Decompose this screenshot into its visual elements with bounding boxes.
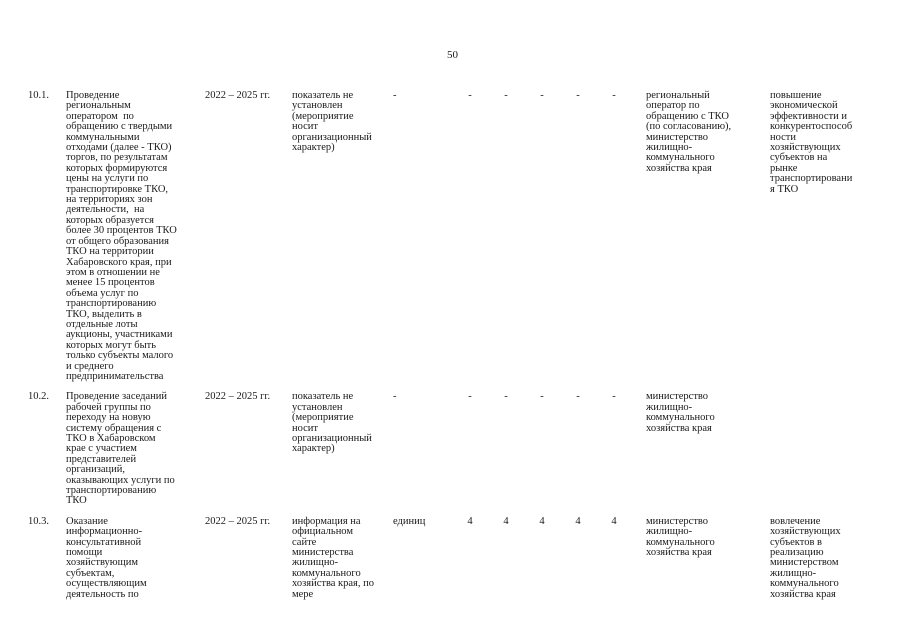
unit-cell: -	[393, 90, 397, 101]
indicator-cell: информация на официальном сайте министер…	[292, 515, 375, 600]
value-cell: -	[468, 90, 472, 101]
activity-cell: Оказание информационно- консультативной …	[66, 515, 147, 600]
value-cell: -	[612, 391, 616, 403]
value-cell: -	[540, 391, 544, 403]
value-cell: 4	[503, 515, 509, 527]
table-row: 10.1. Проведение региональным оператором…	[28, 90, 902, 382]
value-cell: 4	[611, 515, 617, 527]
value-cell: -	[576, 90, 580, 101]
indicator-cell: показатель не установлен (мероприятие но…	[292, 391, 372, 455]
result-cell: вовлечение хозяйствующих субъектов в реа…	[770, 515, 841, 600]
program-table: 10.1. Проведение региональным оператором…	[28, 90, 902, 610]
value-cell: 4	[467, 515, 473, 527]
value-cell: -	[504, 391, 508, 403]
value-cell: 4	[539, 515, 545, 527]
result-cell: повышение экономической эффективности и …	[770, 90, 853, 195]
value-cell: -	[504, 90, 508, 101]
period-cell: 2022 – 2025 гг.	[205, 90, 271, 101]
responsible-cell: министерство жилищно- коммунального хозя…	[646, 515, 715, 559]
row-number-cell: 10.1.	[28, 90, 49, 101]
value-cell: -	[612, 90, 616, 101]
period-cell: 2022 – 2025 гг.	[205, 391, 271, 403]
value-cell: -	[468, 391, 472, 403]
unit-cell: единиц	[393, 515, 426, 527]
period-cell: 2022 – 2025 гг.	[205, 515, 271, 527]
indicator-cell: показатель не установлен (мероприятие но…	[292, 90, 372, 154]
activity-cell: Проведение региональным оператором по об…	[66, 90, 177, 382]
value-cell: -	[576, 391, 580, 403]
row-number-cell: 10.3.	[28, 515, 49, 527]
page-number: 50	[447, 49, 458, 61]
activity-cell: Проведение заседаний рабочей группы по п…	[66, 391, 175, 507]
responsible-cell: региональный оператор по обращению с ТКО…	[646, 90, 732, 174]
table-row: 10.3. Оказание информационно- консультат…	[28, 515, 902, 600]
value-cell: 4	[575, 515, 581, 527]
row-number-cell: 10.2.	[28, 391, 49, 403]
unit-cell: -	[393, 391, 397, 403]
responsible-cell: министерство жилищно- коммунального хозя…	[646, 391, 715, 434]
value-cell: -	[540, 90, 544, 101]
table-row: 10.2. Проведение заседаний рабочей групп…	[28, 391, 902, 507]
